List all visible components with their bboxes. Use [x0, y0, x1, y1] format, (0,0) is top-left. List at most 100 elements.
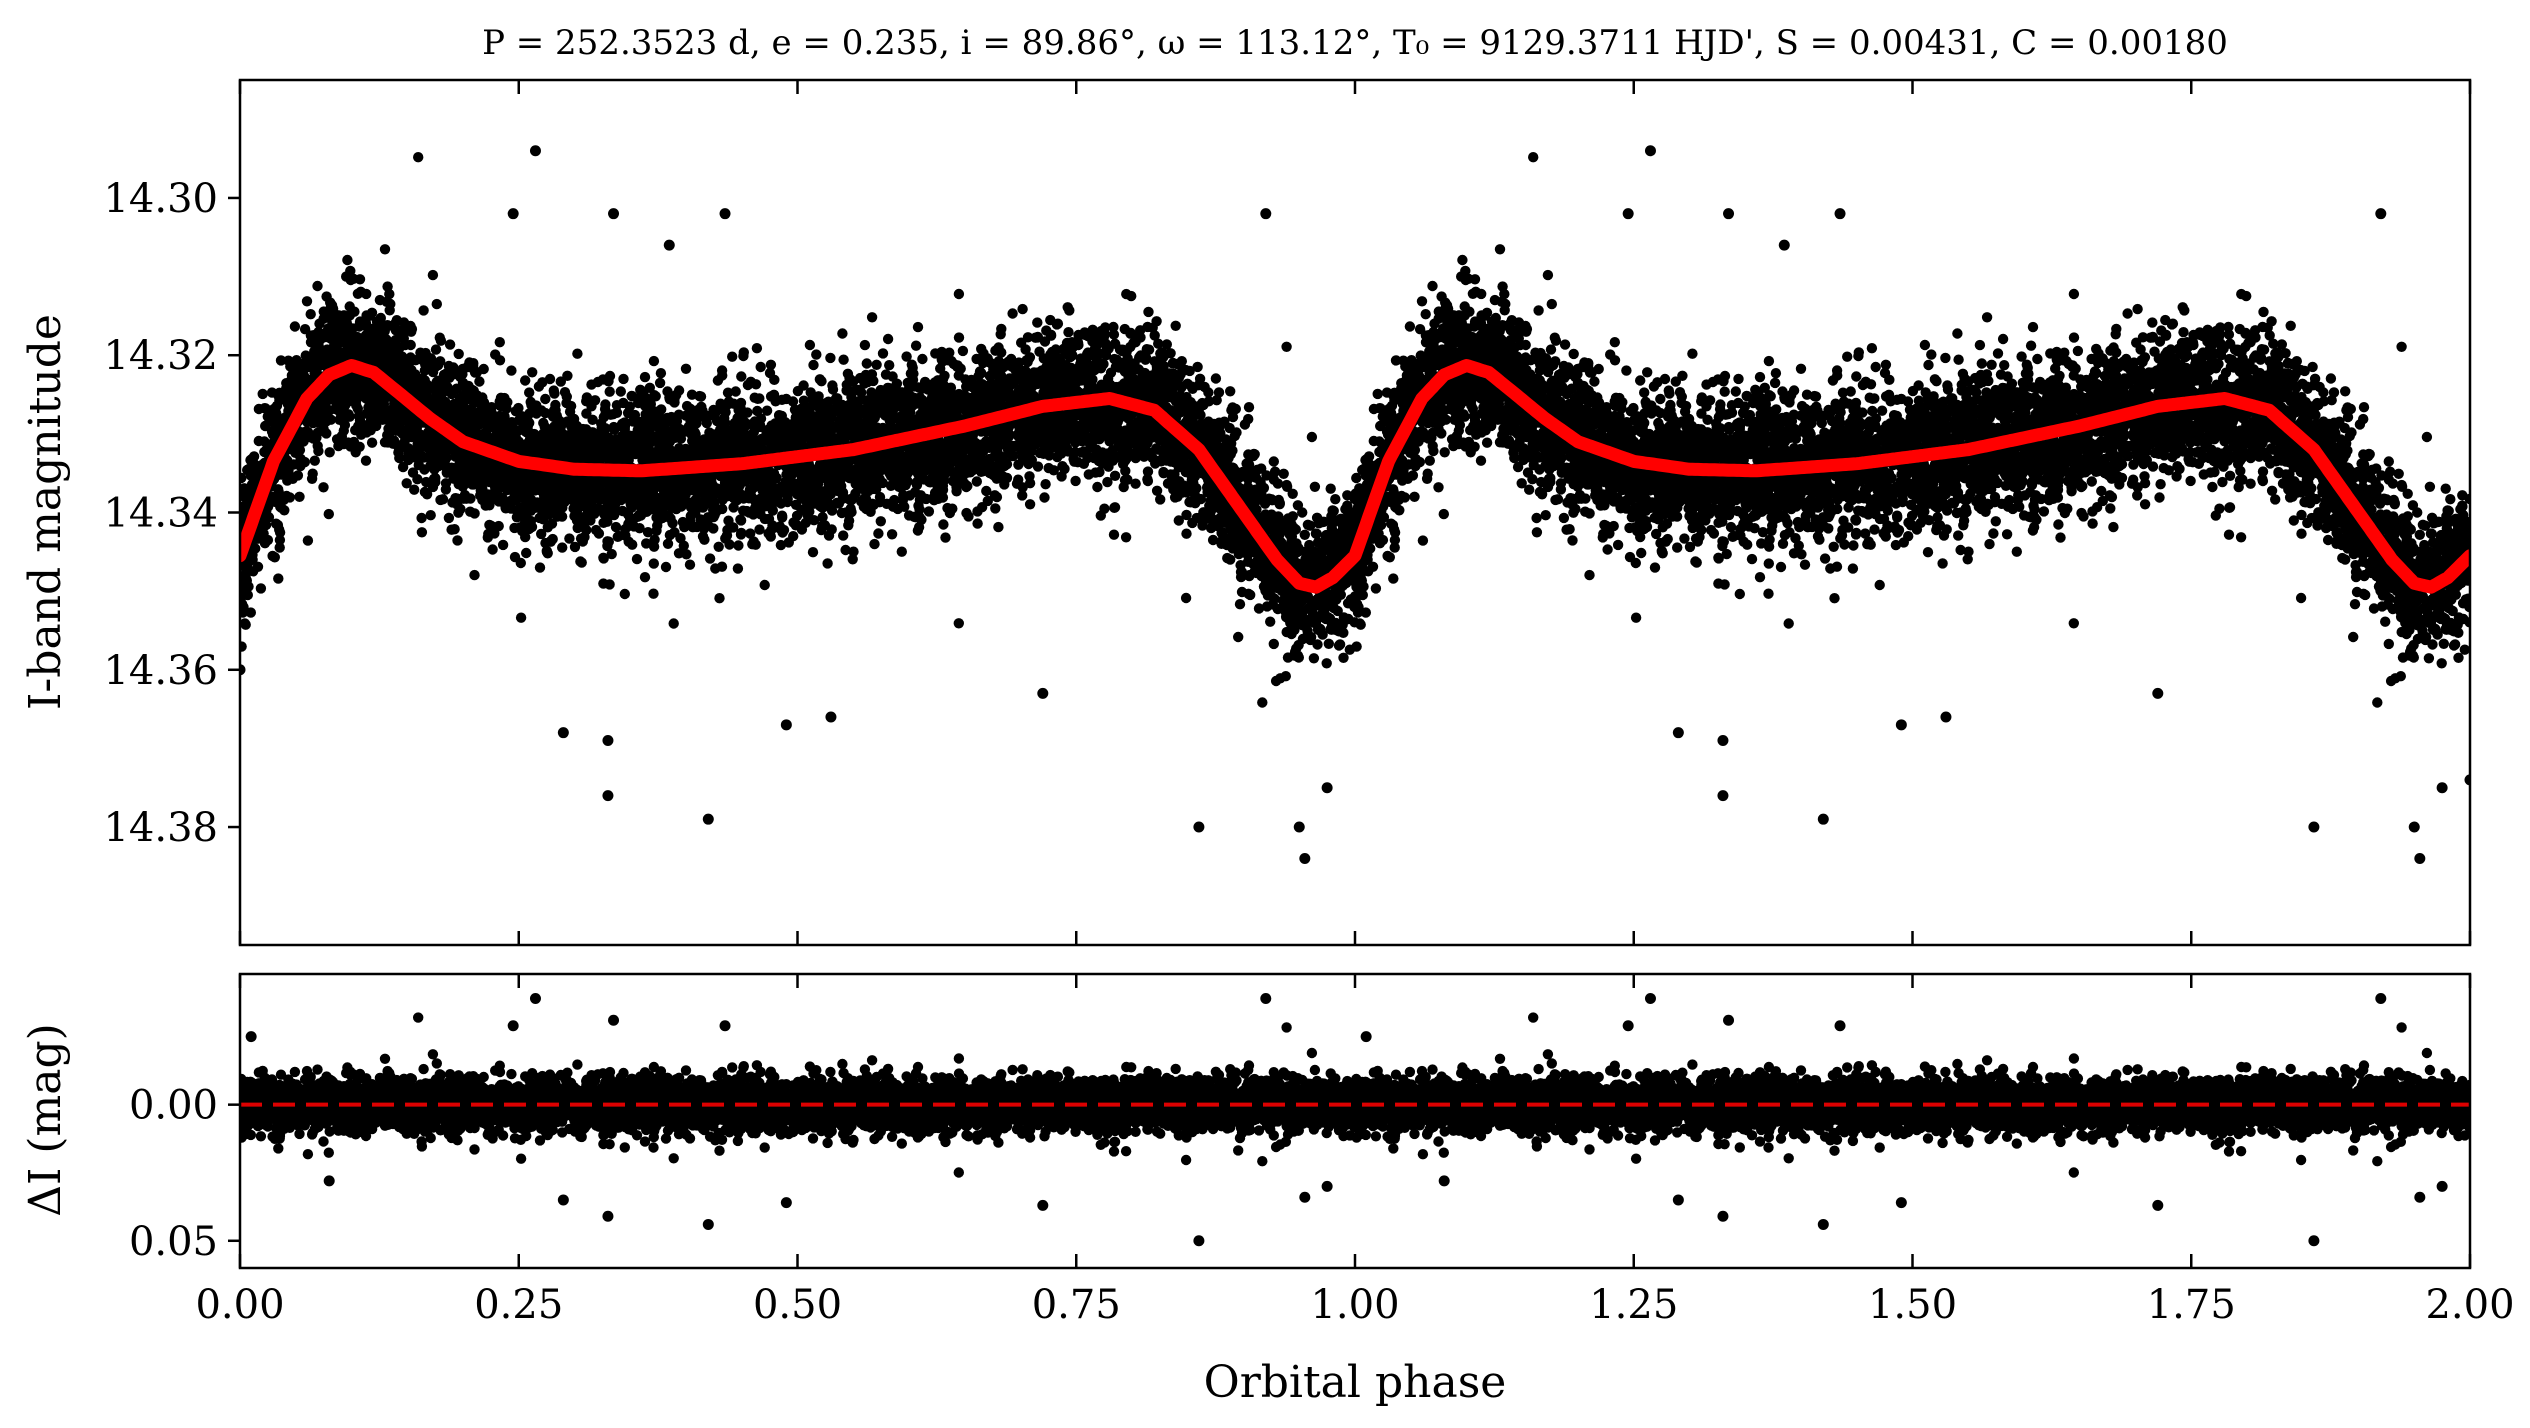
data-point — [1679, 533, 1690, 544]
data-point — [1302, 519, 1314, 530]
data-point — [804, 339, 816, 351]
data-point — [274, 534, 286, 546]
data-point — [730, 386, 741, 397]
data-point — [738, 347, 749, 358]
data-point — [1520, 339, 1531, 351]
data-point — [1795, 363, 1807, 374]
data-point — [2280, 348, 2291, 359]
data-point — [680, 363, 692, 374]
data-point — [305, 309, 316, 320]
data-point — [1997, 333, 2009, 345]
data-point — [1926, 349, 1937, 360]
data-point — [1984, 538, 1995, 550]
data-point — [1851, 371, 1862, 382]
data-point — [2087, 518, 2098, 529]
data-point — [1940, 352, 1951, 364]
data-point — [444, 339, 456, 350]
data-point — [2223, 321, 2234, 333]
data-point — [1013, 474, 1024, 485]
data-point — [2132, 490, 2143, 501]
data-point — [1919, 339, 1931, 351]
data-point — [662, 538, 674, 549]
data-point — [2393, 468, 2404, 479]
data-point — [2223, 529, 2235, 540]
data-point — [1937, 558, 1948, 569]
data-point — [1420, 309, 1431, 320]
data-point — [2068, 332, 2080, 343]
data-point — [2276, 339, 2287, 350]
data-point — [401, 478, 412, 489]
data-point — [1655, 393, 1666, 405]
data-point — [2291, 356, 2302, 367]
data-point — [917, 353, 928, 365]
data-point — [1651, 528, 1662, 540]
data-point — [1853, 347, 1865, 358]
data-point — [1542, 269, 1554, 281]
data-point — [2258, 306, 2269, 318]
data-point — [1777, 538, 1789, 549]
data-point — [1845, 386, 1856, 397]
data-point — [2453, 652, 2464, 663]
data-point — [2086, 476, 2097, 487]
data-point — [2296, 528, 2307, 539]
data-point — [2038, 506, 2050, 517]
data-point — [1257, 697, 1268, 708]
data-point — [1287, 488, 1298, 499]
data-point — [2045, 348, 2056, 359]
data-point — [1734, 588, 1746, 600]
data-point — [1733, 373, 1744, 385]
data-point — [1108, 321, 1119, 333]
data-point — [2383, 456, 2394, 467]
data-point — [1176, 356, 1188, 367]
data-point — [469, 508, 480, 519]
data-point — [1860, 528, 1871, 539]
data-point — [1165, 348, 1176, 359]
data-point — [1558, 512, 1570, 524]
data-point — [972, 518, 983, 529]
data-point — [2185, 475, 2196, 487]
data-point — [427, 269, 439, 281]
data-point — [1409, 491, 1420, 502]
data-point — [416, 527, 428, 538]
data-point — [1372, 388, 1383, 400]
data-point — [1628, 402, 1639, 414]
data-point — [2122, 308, 2133, 319]
data-point — [745, 528, 756, 539]
data-point — [294, 491, 305, 502]
data-point — [2011, 546, 2023, 557]
data-point — [1428, 445, 1439, 457]
data-point — [1524, 484, 1535, 495]
data-point — [469, 569, 480, 581]
data-point — [1567, 535, 1578, 546]
data-point — [1225, 386, 1236, 397]
data-point — [1278, 468, 1289, 479]
data-point — [313, 445, 324, 457]
data-point — [1963, 546, 1974, 557]
data-point — [1063, 327, 1074, 338]
data-point — [2178, 327, 2189, 338]
data-point — [1211, 395, 1222, 406]
chart-title: P = 252.3523 d, e = 0.235, i = 89.86°, ω… — [482, 23, 2228, 63]
data-point — [639, 572, 651, 583]
data-point — [513, 402, 524, 414]
data-point — [240, 598, 248, 610]
data-point — [1007, 308, 1018, 319]
data-point — [437, 494, 449, 505]
data-point — [494, 337, 505, 348]
data-point — [2372, 697, 2383, 708]
data-point — [1389, 534, 1401, 546]
data-point — [1754, 572, 1766, 583]
data-point — [619, 588, 630, 600]
data-point — [923, 506, 935, 517]
data-point — [811, 349, 822, 360]
data-point — [1181, 528, 1192, 539]
data-point — [1931, 376, 1942, 387]
data-point — [1180, 592, 1192, 604]
data-point — [1719, 386, 1730, 397]
data-point — [938, 519, 949, 530]
data-point — [910, 340, 922, 351]
data-point — [2402, 488, 2413, 499]
data-point — [848, 546, 859, 557]
